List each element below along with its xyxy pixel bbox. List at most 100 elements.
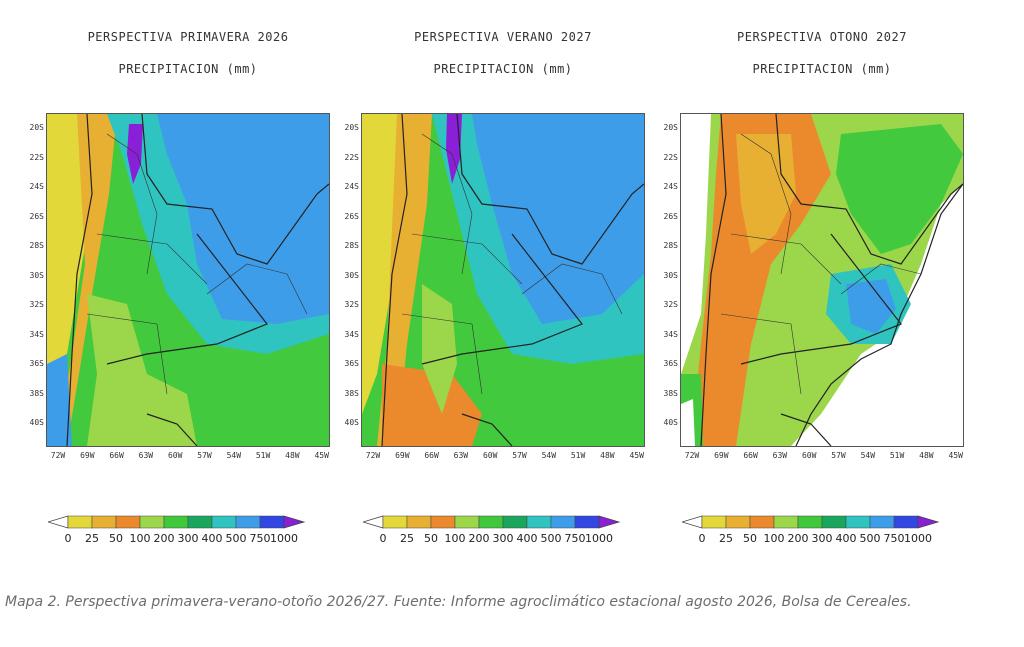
longitude-labels: 72W 69W 66W 63W 60W 57W 54W 51W 48W 45W	[51, 451, 340, 463]
map-panel-summer: PERSPECTIVA VERANO 2027 PRECIPITACION (m…	[343, 0, 663, 560]
longitude-label: 63W	[138, 451, 154, 460]
legend-tick-label: 50	[109, 532, 123, 545]
legend-swatch	[725, 515, 751, 529]
latitude-label: 38S	[344, 388, 359, 398]
longitude-labels: 72W 69W 66W 63W 60W 57W 54W 51W 48W 45W	[685, 451, 974, 463]
longitude-label: 51W	[570, 451, 586, 460]
longitude-label: 57W	[831, 451, 846, 460]
longitude-label: 54W	[226, 451, 242, 460]
legend-swatch	[67, 515, 93, 529]
legend-colorbar	[682, 515, 940, 529]
legend-tick-label: 50	[743, 532, 757, 545]
longitude-label: 45W	[629, 451, 644, 460]
color-legend: 0 25 50 100 200 300 400 500 750 1000	[682, 514, 952, 550]
legend-swatch	[917, 515, 940, 529]
legend-tick-label: 400	[516, 532, 538, 545]
longitude-label: 54W	[860, 451, 876, 460]
longitude-labels: 72W 69W 66W 63W 60W 57W 54W 51W 48W 45W	[366, 451, 655, 463]
map-panel-spring: PERSPECTIVA PRIMAVERA 2026 PRECIPITACION…	[28, 0, 348, 560]
panel-title: PERSPECTIVA PRIMAVERA 2026	[87, 30, 289, 44]
legend-swatch	[235, 515, 261, 529]
legend-tick-label: 200	[468, 532, 490, 545]
legend-swatch	[454, 515, 480, 529]
latitude-label: 34S	[29, 329, 44, 339]
legend-tick-label: 25	[400, 532, 414, 545]
longitude-label: 66W	[424, 451, 439, 460]
province-borders	[720, 133, 922, 395]
legend-swatch	[430, 515, 456, 529]
legend-swatch	[797, 515, 823, 529]
legend-tick-label: 1000	[585, 532, 613, 545]
latitude-label: 40S	[663, 418, 678, 427]
map-autumn-svg	[681, 114, 963, 446]
longitude-label: 60W	[801, 451, 817, 460]
latitude-label: 30S	[663, 270, 678, 280]
legend-tick-label: 300	[492, 532, 514, 545]
latitude-label: 28S	[663, 241, 678, 250]
legend-swatch	[893, 515, 919, 529]
latitude-label: 34S	[663, 329, 678, 339]
legend-colorbar	[363, 515, 621, 529]
precipitation-map	[361, 113, 645, 447]
legend-tick-label: 200	[787, 532, 809, 545]
legend-swatch	[682, 515, 703, 529]
longitude-label: 45W	[314, 451, 329, 460]
longitude-label: 48W	[600, 451, 615, 460]
latitude-label: 36S	[663, 359, 678, 368]
legend-swatch	[139, 515, 165, 529]
longitude-label: 72W	[684, 451, 700, 460]
legend-tick-label: 750	[249, 532, 271, 545]
legend-swatch	[163, 515, 189, 529]
panel-title: PERSPECTIVA VERANO 2027	[414, 30, 592, 44]
legend-swatch	[382, 515, 408, 529]
country-borders	[66, 114, 329, 446]
legend-swatch	[502, 515, 528, 529]
legend-swatch	[91, 515, 117, 529]
latitude-label: 36S	[29, 359, 44, 368]
longitude-label: 57W	[197, 451, 212, 460]
legend-tick-label: 400	[201, 532, 223, 545]
longitude-label: 63W	[453, 451, 469, 460]
longitude-label: 63W	[772, 451, 788, 460]
legend-swatch	[550, 515, 576, 529]
latitude-label: 24S	[29, 182, 44, 191]
longitude-label: 72W	[50, 451, 66, 460]
map-panel-autumn: PERSPECTIVA OTONO 2027 PRECIPITACION (mm…	[662, 0, 982, 560]
legend-tick-label: 100	[444, 532, 466, 545]
legend-swatch	[845, 515, 871, 529]
panel-title: PERSPECTIVA OTONO 2027	[737, 30, 907, 44]
legend-tick-label: 50	[424, 532, 438, 545]
longitude-label: 60W	[167, 451, 183, 460]
map-caption: Mapa 2. Perspectiva primavera-verano-oto…	[5, 594, 912, 610]
legend-tick-label: 500	[540, 532, 562, 545]
precipitation-map	[46, 113, 330, 447]
latitude-label: 22S	[29, 152, 44, 162]
color-legend: 0 25 50 100 200 300 400 500 750 1000	[363, 514, 633, 550]
longitude-label: 69W	[714, 451, 729, 460]
legend-swatch	[598, 515, 621, 529]
latitude-label: 28S	[29, 241, 44, 250]
country-borders	[381, 114, 644, 446]
precipitation-map	[680, 113, 964, 447]
longitude-label: 48W	[285, 451, 300, 460]
legend-tick-label: 1000	[270, 532, 298, 545]
latitude-label: 26S	[29, 211, 44, 221]
latitude-label: 26S	[663, 211, 678, 221]
legend-tick-label: 750	[883, 532, 905, 545]
latitude-label: 40S	[344, 418, 359, 427]
latitude-label: 22S	[663, 152, 678, 162]
panel-subtitle: PRECIPITACION (mm)	[433, 62, 573, 76]
latitude-label: 20S	[29, 123, 44, 132]
latitude-label: 32S	[663, 300, 678, 309]
legend-swatch	[526, 515, 552, 529]
longitude-label: 51W	[255, 451, 271, 460]
legend-tick-label: 400	[835, 532, 857, 545]
latitude-label: 32S	[29, 300, 44, 309]
legend-tick-label: 750	[564, 532, 586, 545]
longitude-label: 69W	[395, 451, 410, 460]
legend-tick-label: 100	[129, 532, 151, 545]
latitude-label: 24S	[663, 182, 678, 191]
longitude-label: 57W	[512, 451, 527, 460]
longitude-label: 66W	[109, 451, 124, 460]
legend-tick-label: 1000	[904, 532, 932, 545]
